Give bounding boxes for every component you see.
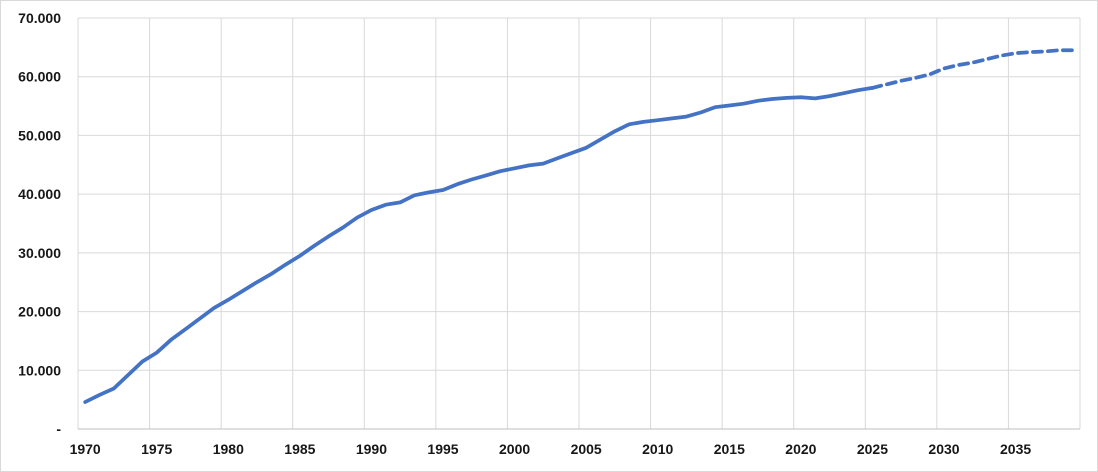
x-axis-label: 2020 xyxy=(785,441,816,457)
y-axis-label: 10.000 xyxy=(18,362,61,378)
x-axis-label: 2030 xyxy=(928,441,959,457)
x-axis-label: 1995 xyxy=(427,441,458,457)
x-axis-label: 1985 xyxy=(284,441,315,457)
y-axis-label: 50.000 xyxy=(18,127,61,143)
y-axis-label: - xyxy=(56,421,61,437)
x-axis-label: 1990 xyxy=(356,441,387,457)
y-axis-label: 20.000 xyxy=(18,304,61,320)
x-axis-label: 2015 xyxy=(714,441,745,457)
x-axis-label: 2005 xyxy=(571,441,602,457)
x-axis-label: 2025 xyxy=(857,441,888,457)
y-axis-label: 40.000 xyxy=(18,186,61,202)
y-axis-label: 30.000 xyxy=(18,245,61,261)
x-axis-label: 1970 xyxy=(70,441,101,457)
x-axis-label: 2010 xyxy=(642,441,673,457)
x-axis-label: 1975 xyxy=(141,441,172,457)
projection-series-line xyxy=(870,48,1075,90)
x-axis-label: 2035 xyxy=(1000,441,1031,457)
y-axis-label: 60.000 xyxy=(18,69,61,85)
y-axis-label: 70.000 xyxy=(18,10,61,26)
historical-series-line xyxy=(83,86,875,404)
x-axis-label: 1980 xyxy=(213,441,244,457)
x-axis-label: 2000 xyxy=(499,441,530,457)
